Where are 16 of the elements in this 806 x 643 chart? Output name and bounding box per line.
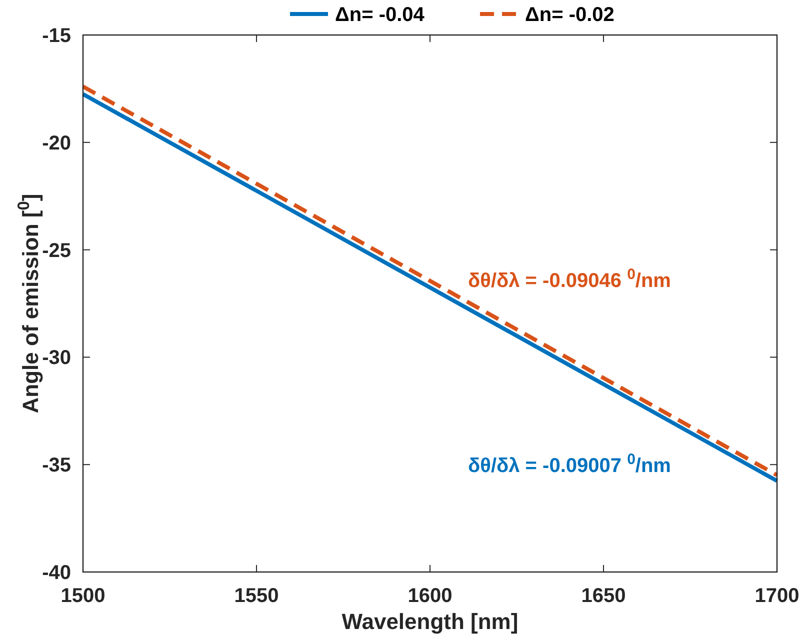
x-tick-label: 1600 <box>408 585 452 607</box>
legend-label: Δn= -0.04 <box>335 4 426 26</box>
x-tick-label: 1500 <box>60 585 106 607</box>
y-tick-label: -20 <box>42 132 71 154</box>
x-tick-label: 1550 <box>234 585 279 607</box>
x-tick-label: 1700 <box>754 585 800 607</box>
annotation: δθ/δλ = -0.09046 $^{0}$/nm <box>468 266 671 292</box>
x-tick-label: 1650 <box>581 585 626 607</box>
y-tick-label: -25 <box>42 240 71 262</box>
annotation: δθ/δλ = -0.09007 $^{0}$/nm <box>468 450 671 477</box>
y-tick-label: -40 <box>42 562 71 584</box>
legend-label: Δn= -0.02 <box>525 4 614 26</box>
y-tick-label: -15 <box>42 25 71 47</box>
y-tick-label: -30 <box>42 347 71 370</box>
y-tick-label: -35 <box>42 454 71 477</box>
x-axis-title: Wavelength [nm] <box>342 609 518 634</box>
